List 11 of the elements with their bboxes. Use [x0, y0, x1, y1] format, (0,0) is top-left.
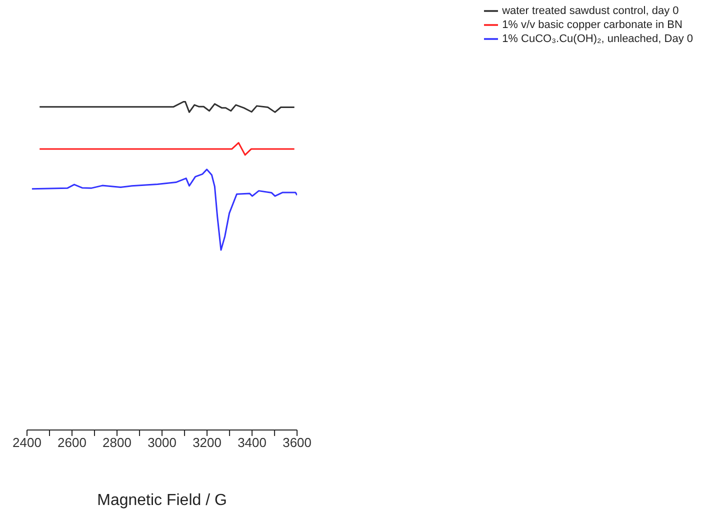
x-tick-label: 2800: [102, 435, 132, 450]
x-tick-label: 2600: [58, 435, 86, 450]
x-tick-label: 3000: [148, 435, 176, 450]
x-tick-label: 3200: [192, 435, 222, 450]
legend-label: 1% v/v basic copper carbonate in BN: [502, 18, 682, 31]
x-axis-title: Magnetic Field / G: [97, 492, 227, 509]
x-tick-label: 3400: [238, 435, 267, 450]
legend-label: 1% CuCO₃.Cu(OH)₂, unleached, Day 0: [502, 32, 693, 45]
legend-label: water treated sawdust control, day 0: [502, 4, 679, 17]
x-tick-label: 2400: [12, 435, 42, 450]
x-tick-label: 3600: [282, 435, 312, 450]
